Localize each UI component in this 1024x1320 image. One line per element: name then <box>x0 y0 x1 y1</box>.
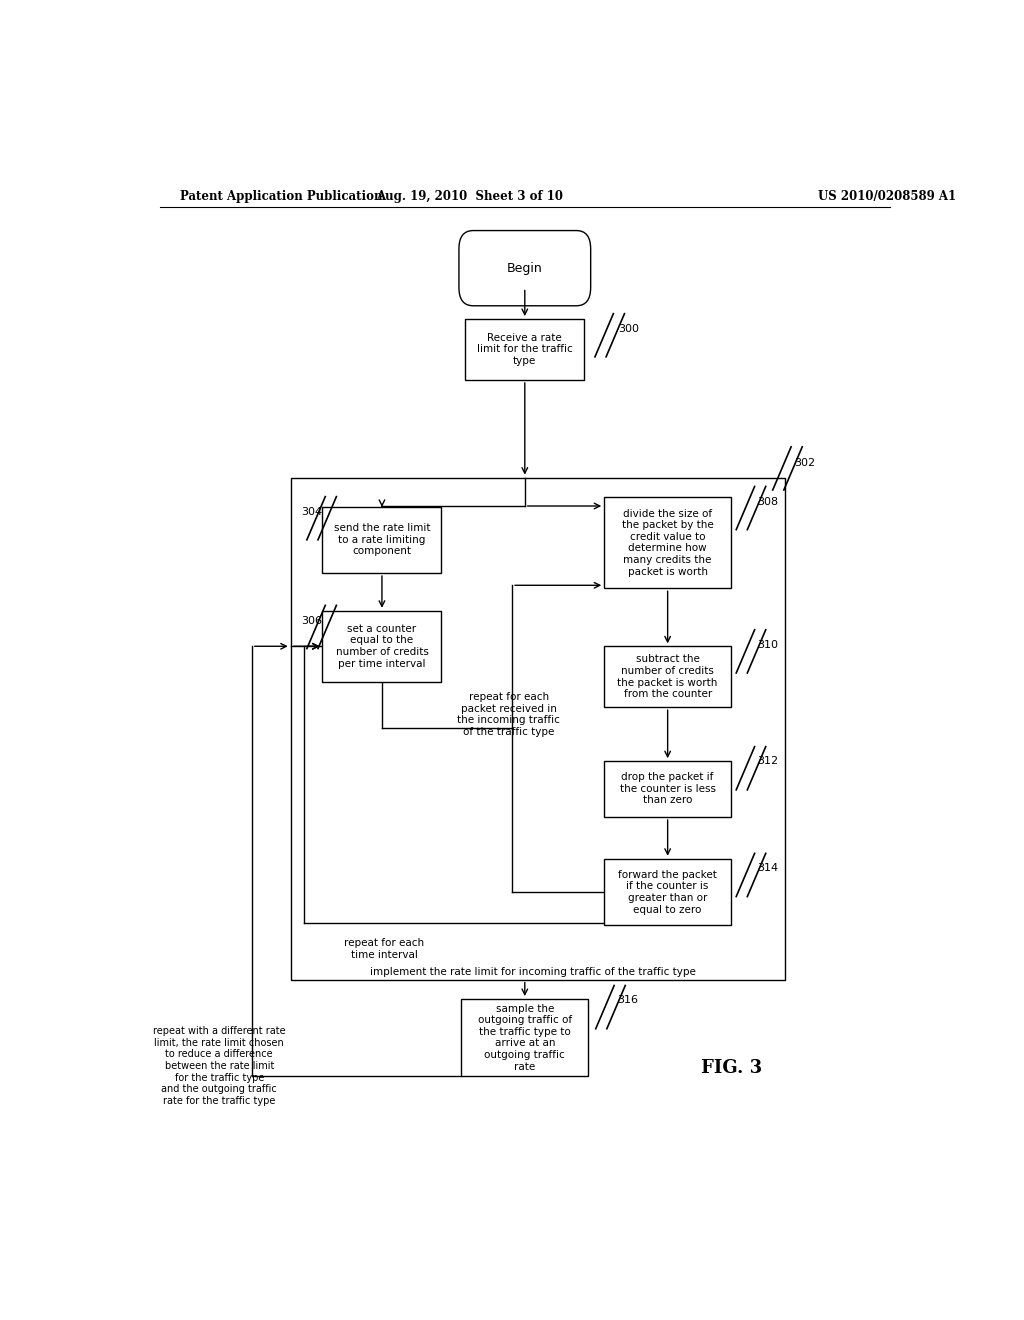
FancyBboxPatch shape <box>604 496 731 589</box>
Text: drop the packet if
the counter is less
than zero: drop the packet if the counter is less t… <box>620 772 716 805</box>
Text: Patent Application Publication: Patent Application Publication <box>179 190 382 202</box>
Text: subtract the
number of credits
the packet is worth
from the counter: subtract the number of credits the packe… <box>617 655 718 700</box>
Text: set a counter
equal to the
number of credits
per time interval: set a counter equal to the number of cre… <box>336 624 428 669</box>
Text: divide the size of
the packet by the
credit value to
determine how
many credits : divide the size of the packet by the cre… <box>622 508 714 577</box>
Text: 314: 314 <box>758 863 778 873</box>
Text: 302: 302 <box>795 458 816 469</box>
Text: 310: 310 <box>758 640 778 651</box>
FancyBboxPatch shape <box>323 507 441 573</box>
Text: 308: 308 <box>758 496 778 507</box>
Text: 312: 312 <box>758 756 778 766</box>
Text: Begin: Begin <box>507 261 543 275</box>
FancyBboxPatch shape <box>465 319 585 380</box>
FancyBboxPatch shape <box>604 760 731 817</box>
Text: forward the packet
if the counter is
greater than or
equal to zero: forward the packet if the counter is gre… <box>618 870 717 915</box>
Bar <box>291 478 785 979</box>
Text: repeat with a different rate
limit, the rate limit chosen
to reduce a difference: repeat with a different rate limit, the … <box>153 1026 286 1106</box>
Text: repeat for each
packet received in
the incoming traffic
of the traffic type: repeat for each packet received in the i… <box>458 692 560 737</box>
Text: FIG. 3: FIG. 3 <box>700 1059 762 1077</box>
Text: 304: 304 <box>301 507 323 517</box>
FancyBboxPatch shape <box>459 231 591 306</box>
FancyBboxPatch shape <box>604 859 731 925</box>
Text: 316: 316 <box>617 995 639 1005</box>
FancyBboxPatch shape <box>604 647 731 708</box>
Text: send the rate limit
to a rate limiting
component: send the rate limit to a rate limiting c… <box>334 523 430 556</box>
Text: implement the rate limit for incoming traffic of the traffic type: implement the rate limit for incoming tr… <box>370 966 695 977</box>
Text: US 2010/0208589 A1: US 2010/0208589 A1 <box>818 190 956 202</box>
Text: 300: 300 <box>618 325 639 334</box>
Text: Aug. 19, 2010  Sheet 3 of 10: Aug. 19, 2010 Sheet 3 of 10 <box>376 190 563 202</box>
Text: Receive a rate
limit for the traffic
type: Receive a rate limit for the traffic typ… <box>477 333 572 366</box>
FancyBboxPatch shape <box>323 611 441 682</box>
FancyBboxPatch shape <box>461 999 588 1076</box>
Text: sample the
outgoing traffic of
the traffic type to
arrive at an
outgoing traffic: sample the outgoing traffic of the traff… <box>478 1003 571 1072</box>
Text: 306: 306 <box>301 616 322 626</box>
Text: repeat for each
time interval: repeat for each time interval <box>344 939 424 960</box>
